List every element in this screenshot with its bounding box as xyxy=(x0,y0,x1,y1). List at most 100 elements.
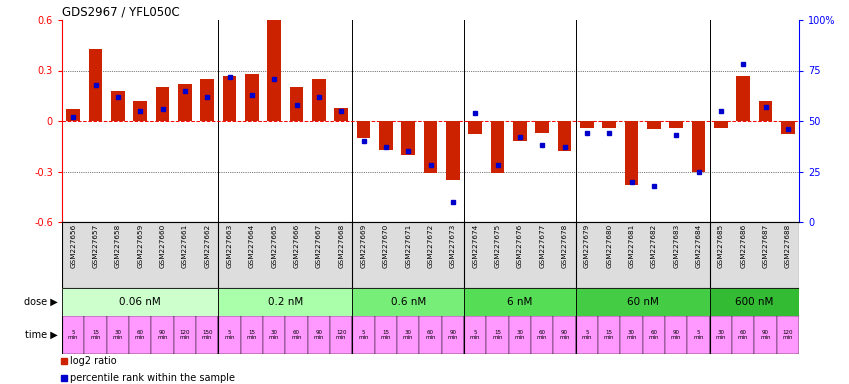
Text: 30
min: 30 min xyxy=(113,330,123,340)
Text: GSM227657: GSM227657 xyxy=(93,224,98,268)
Text: 90
min: 90 min xyxy=(671,330,682,340)
Bar xyxy=(759,101,773,121)
Text: GSM227667: GSM227667 xyxy=(316,224,322,268)
Text: 15
min: 15 min xyxy=(604,330,615,340)
Text: 30
min: 30 min xyxy=(514,330,525,340)
Bar xyxy=(240,316,263,354)
Bar xyxy=(665,316,688,354)
Text: 60
min: 60 min xyxy=(135,330,145,340)
Text: 5
min: 5 min xyxy=(68,330,78,340)
Bar xyxy=(380,121,392,150)
Bar xyxy=(111,91,125,121)
Text: GSM227673: GSM227673 xyxy=(450,224,456,268)
Text: 0.06 nM: 0.06 nM xyxy=(120,297,161,307)
Bar xyxy=(736,76,750,121)
Bar xyxy=(424,121,437,173)
Text: GSM227658: GSM227658 xyxy=(115,224,121,268)
Text: GSM227685: GSM227685 xyxy=(718,224,724,268)
Text: 60
min: 60 min xyxy=(425,330,436,340)
Text: GSM227683: GSM227683 xyxy=(673,224,679,268)
Bar xyxy=(267,20,281,121)
Bar xyxy=(129,316,151,354)
Bar xyxy=(754,316,777,354)
Text: GSM227665: GSM227665 xyxy=(271,224,277,268)
Bar xyxy=(509,316,531,354)
Bar xyxy=(513,121,526,141)
Bar xyxy=(777,316,799,354)
Bar xyxy=(151,316,174,354)
Text: 90
min: 90 min xyxy=(559,330,570,340)
Bar xyxy=(576,288,710,316)
Text: 90
min: 90 min xyxy=(313,330,324,340)
Text: GSM227679: GSM227679 xyxy=(584,224,590,268)
Text: GSM227677: GSM227677 xyxy=(539,224,545,268)
Bar xyxy=(536,121,548,133)
Bar xyxy=(62,316,84,354)
Text: GSM227666: GSM227666 xyxy=(294,224,300,268)
Text: GSM227656: GSM227656 xyxy=(70,224,76,268)
Text: GSM227672: GSM227672 xyxy=(428,224,434,268)
Text: 0.6 nM: 0.6 nM xyxy=(391,297,426,307)
Bar xyxy=(598,316,621,354)
Bar xyxy=(402,121,415,155)
Text: GSM227680: GSM227680 xyxy=(606,224,612,268)
Bar xyxy=(469,121,482,134)
Bar xyxy=(307,316,330,354)
Text: GSM227682: GSM227682 xyxy=(651,224,657,268)
Bar xyxy=(285,316,307,354)
Text: 30
min: 30 min xyxy=(403,330,413,340)
Text: 6 nM: 6 nM xyxy=(507,297,532,307)
Text: time ▶: time ▶ xyxy=(25,330,58,340)
Bar xyxy=(330,316,352,354)
Bar xyxy=(352,316,374,354)
Bar xyxy=(486,316,509,354)
Bar xyxy=(580,121,593,128)
Text: 5
min: 5 min xyxy=(582,330,592,340)
Text: GSM227659: GSM227659 xyxy=(138,224,143,268)
Bar xyxy=(222,76,236,121)
Text: 30
min: 30 min xyxy=(627,330,637,340)
Text: 600 nM: 600 nM xyxy=(735,297,773,307)
Text: 60
min: 60 min xyxy=(537,330,548,340)
Bar xyxy=(781,121,795,134)
Text: GSM227670: GSM227670 xyxy=(383,224,389,268)
Bar xyxy=(419,316,441,354)
Text: GSM227681: GSM227681 xyxy=(628,224,634,268)
Text: GSM227669: GSM227669 xyxy=(361,224,367,268)
Text: 120
min: 120 min xyxy=(783,330,793,340)
Bar xyxy=(89,49,102,121)
Bar xyxy=(464,316,486,354)
Bar xyxy=(263,316,285,354)
Bar xyxy=(352,288,464,316)
Text: GSM227684: GSM227684 xyxy=(695,224,701,268)
Text: 150
min: 150 min xyxy=(202,330,212,340)
Text: GSM227687: GSM227687 xyxy=(762,224,768,268)
Text: GSM227686: GSM227686 xyxy=(740,224,746,268)
Text: GSM227660: GSM227660 xyxy=(160,224,166,268)
Text: 5
min: 5 min xyxy=(694,330,704,340)
Text: 0.2 nM: 0.2 nM xyxy=(267,297,303,307)
Text: 5
min: 5 min xyxy=(358,330,368,340)
Bar xyxy=(446,121,459,180)
Bar xyxy=(710,288,799,316)
Bar xyxy=(397,316,419,354)
Text: 120
min: 120 min xyxy=(336,330,346,340)
Text: GSM227668: GSM227668 xyxy=(338,224,344,268)
Text: log2 ratio: log2 ratio xyxy=(70,356,117,366)
Bar xyxy=(62,288,218,316)
Text: GSM227676: GSM227676 xyxy=(517,224,523,268)
Bar xyxy=(84,316,107,354)
Bar xyxy=(621,316,643,354)
Text: GSM227688: GSM227688 xyxy=(784,224,790,268)
Text: 5
min: 5 min xyxy=(469,330,481,340)
Text: 30
min: 30 min xyxy=(716,330,726,340)
Bar xyxy=(245,74,259,121)
Text: 60
min: 60 min xyxy=(738,330,749,340)
Bar xyxy=(688,316,710,354)
Bar xyxy=(178,84,192,121)
Text: 120
min: 120 min xyxy=(180,330,190,340)
Bar xyxy=(156,87,169,121)
Bar xyxy=(218,288,352,316)
Bar xyxy=(133,101,147,121)
Bar xyxy=(576,316,598,354)
